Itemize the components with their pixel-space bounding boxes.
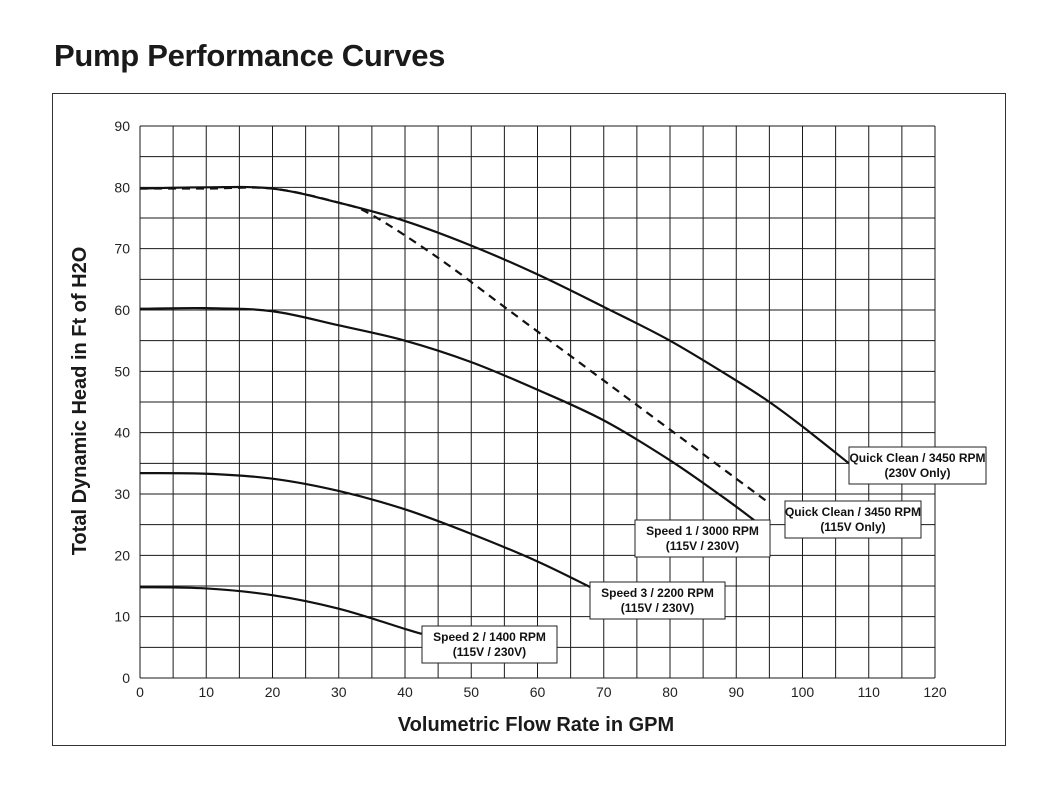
- y-tick-label: 40: [114, 425, 130, 441]
- x-tick-label: 20: [265, 684, 281, 700]
- x-tick-label: 90: [728, 684, 744, 700]
- page-title: Pump Performance Curves: [54, 38, 446, 73]
- y-tick-label: 30: [114, 486, 130, 502]
- x-tick-label: 30: [331, 684, 347, 700]
- label-box: [634, 519, 771, 558]
- x-tick-label: 70: [596, 684, 612, 700]
- label-line: Quick Clean / 3450 RPM: [849, 451, 985, 465]
- tick-labels: 0 10 20 30 40 50 60 70 80 90 100 110 120 0 10 20 30 40 50 6…: [114, 118, 946, 700]
- x-axis-title: Volumetric Flow Rate in GPM: [398, 714, 674, 736]
- y-tick-label: 50: [114, 363, 130, 379]
- label-speed-1: Speed 1 / 3000 RPM(115V / 230V): [634, 519, 771, 558]
- y-tick-label: 0: [122, 670, 130, 686]
- x-tick-label: 50: [463, 684, 479, 700]
- x-tick-label: 40: [397, 684, 413, 700]
- label-line: (230V Only): [884, 466, 950, 480]
- x-tick-label: 0: [136, 684, 144, 700]
- y-tick-label: 70: [114, 241, 130, 257]
- x-tick-label: 110: [858, 684, 881, 700]
- label-line: Speed 2 / 1400 RPM: [433, 630, 546, 644]
- label-line: (115V / 230V): [453, 645, 526, 659]
- label-box: [784, 500, 922, 539]
- curve-labels: Quick Clean / 3450 RPM(230V Only)Quick C…: [421, 446, 987, 664]
- x-tick-label: 10: [198, 684, 214, 700]
- label-box: [848, 446, 987, 485]
- curve-speed-1: [139, 306, 757, 523]
- x-tick-label: 80: [662, 684, 678, 700]
- y-tick-label: 90: [114, 118, 130, 134]
- label-line: Quick Clean / 3450 RPM: [785, 505, 921, 519]
- label-box: [589, 581, 726, 620]
- chart-frame: [52, 93, 1006, 746]
- y-tick-label: 20: [114, 547, 130, 563]
- label-quick-clean-230v: Quick Clean / 3450 RPM(230V Only): [848, 446, 987, 485]
- label-line: (115V / 230V): [621, 601, 694, 615]
- label-line: Speed 3 / 2200 RPM: [601, 586, 714, 600]
- x-tick-label: 120: [923, 684, 947, 700]
- label-speed-2: Speed 2 / 1400 RPM(115V / 230V): [421, 625, 558, 664]
- y-tick-label: 10: [114, 609, 130, 625]
- label-line: (115V Only): [820, 520, 885, 534]
- curves: [139, 185, 850, 635]
- label-speed-3: Speed 3 / 2200 RPM(115V / 230V): [589, 581, 726, 620]
- x-tick-label: 100: [791, 684, 815, 700]
- y-tick-label: 60: [114, 302, 130, 318]
- label-box: [421, 625, 558, 664]
- y-axis-title: Total Dynamic Head in Ft of H2O: [69, 247, 91, 556]
- curve-speed-3: [139, 472, 591, 589]
- label-line: (115V / 230V): [666, 539, 739, 553]
- x-tick-label: 60: [530, 684, 546, 700]
- label-quick-clean-115v: Quick Clean / 3450 RPM(115V Only): [784, 500, 922, 539]
- y-tick-label: 80: [114, 179, 130, 195]
- curve-quick-clean-115v: [139, 186, 771, 505]
- curve-quick-clean-230v: [139, 185, 850, 465]
- label-line: Speed 1 / 3000 RPM: [646, 524, 759, 538]
- grid: [139, 125, 936, 679]
- curve-speed-2: [139, 586, 422, 635]
